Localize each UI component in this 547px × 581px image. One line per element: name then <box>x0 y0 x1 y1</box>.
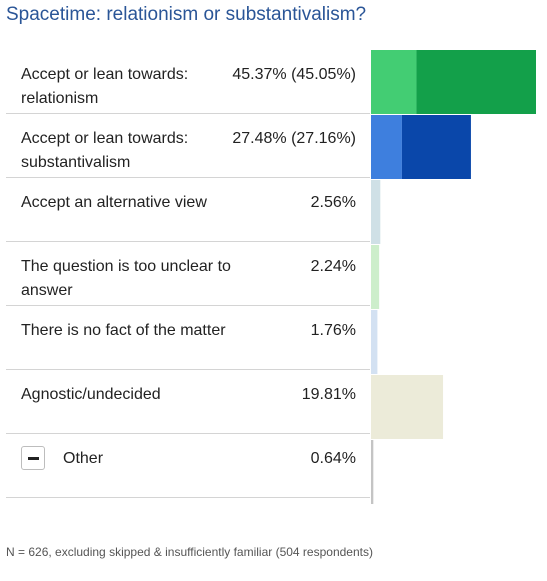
answer-row-there-is-no-fact-of-the-matter: There is no fact of the matter 1.76% <box>6 306 370 370</box>
answer-percentage: 2.24% <box>310 258 356 275</box>
answer-row-other: Other 0.64% <box>6 434 370 498</box>
answer-row-agnostic-undecided: Agnostic/undecided 19.81% <box>6 370 370 434</box>
answer-row-the-question-is-too-unclear-to-answer: The question is too unclear to answer 2.2… <box>6 242 370 306</box>
answer-label: Accept an alternative view <box>21 194 207 211</box>
answer-label: Accept or lean towards: substantivalism <box>21 130 189 171</box>
answer-row-accept-or-lean-towards-relationism: Accept or lean towards: relationism 45.37… <box>6 50 370 114</box>
answer-percentage: 0.64% <box>310 450 356 467</box>
answer-percentage: 1.76% <box>310 322 356 339</box>
bar-there-is-no-fact-of-the-matter-segment-1 <box>371 310 378 374</box>
bar-accept-an-alternative-view-segment-1 <box>371 180 381 244</box>
answer-label: Agnostic/undecided <box>21 386 161 403</box>
answer-table: Accept or lean towards: relationism 45.37… <box>6 50 370 498</box>
chart-title: Spacetime: relationism or substantivalis… <box>6 4 367 25</box>
answer-percentage: 45.37% (45.05%) <box>232 66 356 83</box>
bar-the-question-is-too-unclear-to-answer-segment-1 <box>371 245 380 309</box>
bar-accept-or-lean-towards-relationism-segment-1 <box>371 50 417 114</box>
answer-row-accept-an-alternative-view: Accept an alternative view 2.56% <box>6 178 370 242</box>
bar-agnostic-undecided-segment-1 <box>371 375 444 439</box>
minus-icon <box>28 457 39 460</box>
answer-row-accept-or-lean-towards-substantivalism: Accept or lean towards: substantivalism 2… <box>6 114 370 178</box>
answer-percentage: 2.56% <box>310 194 356 211</box>
answer-label: The question is too unclear to answer <box>21 258 231 299</box>
answer-label: Other <box>63 450 104 467</box>
answer-percentage: 27.48% (27.16%) <box>232 130 356 147</box>
collapse-other-button[interactable] <box>21 446 45 470</box>
answer-label: Accept or lean towards: relationism <box>21 66 189 107</box>
footnote: N = 626, excluding skipped & insufficien… <box>6 545 373 559</box>
bar-accept-or-lean-towards-substantivalism-segment-1 <box>371 115 402 179</box>
bar-accept-or-lean-towards-relationism-segment-2 <box>416 50 536 114</box>
bar-area <box>371 50 536 504</box>
answer-percentage: 19.81% <box>301 386 356 403</box>
answer-label: There is no fact of the matter <box>21 322 226 339</box>
bar-accept-or-lean-towards-substantivalism-segment-2 <box>401 115 471 179</box>
bar-other-segment-1 <box>371 440 374 504</box>
